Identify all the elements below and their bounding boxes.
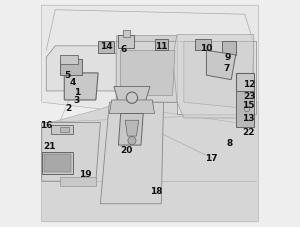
Text: 9: 9	[225, 53, 231, 62]
Text: 14: 14	[100, 42, 113, 52]
Circle shape	[128, 136, 136, 145]
Text: 7: 7	[223, 64, 230, 73]
Text: 8: 8	[226, 139, 232, 148]
Circle shape	[244, 106, 250, 112]
Text: 11: 11	[155, 42, 167, 51]
Polygon shape	[236, 73, 254, 91]
Circle shape	[126, 92, 138, 103]
Text: 4: 4	[70, 78, 76, 87]
Text: 5: 5	[64, 71, 71, 80]
Polygon shape	[118, 35, 134, 48]
Polygon shape	[222, 41, 236, 55]
Polygon shape	[100, 102, 164, 204]
Polygon shape	[60, 177, 96, 186]
Text: 13: 13	[242, 114, 254, 123]
Polygon shape	[42, 86, 258, 222]
Text: 6: 6	[121, 45, 127, 54]
Text: 21: 21	[44, 142, 56, 151]
Text: 16: 16	[40, 121, 53, 130]
Text: 19: 19	[80, 170, 92, 179]
Text: 3: 3	[74, 96, 80, 105]
Polygon shape	[116, 41, 182, 102]
Text: 15: 15	[242, 101, 254, 110]
Polygon shape	[116, 35, 177, 86]
Polygon shape	[60, 59, 82, 75]
Polygon shape	[60, 55, 78, 64]
Text: 18: 18	[150, 187, 163, 196]
Text: 10: 10	[200, 44, 212, 53]
Polygon shape	[177, 41, 256, 114]
Polygon shape	[121, 50, 175, 95]
Polygon shape	[184, 41, 254, 109]
Polygon shape	[110, 100, 154, 114]
Polygon shape	[236, 91, 254, 127]
Polygon shape	[42, 152, 73, 174]
Polygon shape	[154, 39, 168, 50]
Polygon shape	[172, 35, 254, 118]
Polygon shape	[60, 127, 69, 132]
Polygon shape	[51, 125, 73, 134]
Polygon shape	[46, 46, 123, 91]
Polygon shape	[44, 154, 71, 172]
Polygon shape	[118, 114, 143, 145]
Polygon shape	[195, 39, 211, 50]
Text: 22: 22	[242, 128, 254, 136]
Polygon shape	[123, 30, 130, 37]
Polygon shape	[206, 50, 236, 80]
Polygon shape	[42, 5, 258, 109]
Polygon shape	[64, 73, 98, 100]
Text: 23: 23	[243, 92, 256, 101]
Text: 17: 17	[205, 154, 217, 163]
Text: 1: 1	[74, 88, 80, 96]
Text: 20: 20	[120, 146, 133, 155]
Polygon shape	[114, 86, 150, 109]
Polygon shape	[98, 41, 114, 53]
Polygon shape	[125, 120, 139, 136]
Text: 12: 12	[243, 80, 256, 89]
Text: 2: 2	[66, 104, 72, 114]
Polygon shape	[42, 123, 100, 181]
